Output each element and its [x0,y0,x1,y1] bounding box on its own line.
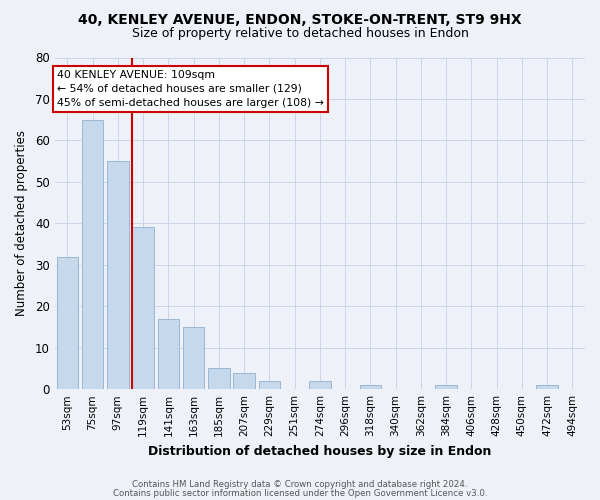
Bar [436,385,457,389]
Text: Contains public sector information licensed under the Open Government Licence v3: Contains public sector information licen… [113,488,487,498]
Bar [309,381,331,389]
X-axis label: Distribution of detached houses by size in Endon: Distribution of detached houses by size … [148,444,491,458]
Bar [56,256,78,389]
Bar [107,161,128,389]
Bar [536,385,558,389]
Bar [82,120,103,389]
Bar [133,228,154,389]
Bar [259,381,280,389]
Bar [208,368,230,389]
Text: Size of property relative to detached houses in Endon: Size of property relative to detached ho… [131,28,469,40]
Bar [183,327,205,389]
Bar [233,372,255,389]
Text: Contains HM Land Registry data © Crown copyright and database right 2024.: Contains HM Land Registry data © Crown c… [132,480,468,489]
Y-axis label: Number of detached properties: Number of detached properties [15,130,28,316]
Text: 40 KENLEY AVENUE: 109sqm
← 54% of detached houses are smaller (129)
45% of semi-: 40 KENLEY AVENUE: 109sqm ← 54% of detach… [57,70,324,108]
Bar [359,385,381,389]
Text: 40, KENLEY AVENUE, ENDON, STOKE-ON-TRENT, ST9 9HX: 40, KENLEY AVENUE, ENDON, STOKE-ON-TRENT… [78,12,522,26]
Bar [158,318,179,389]
